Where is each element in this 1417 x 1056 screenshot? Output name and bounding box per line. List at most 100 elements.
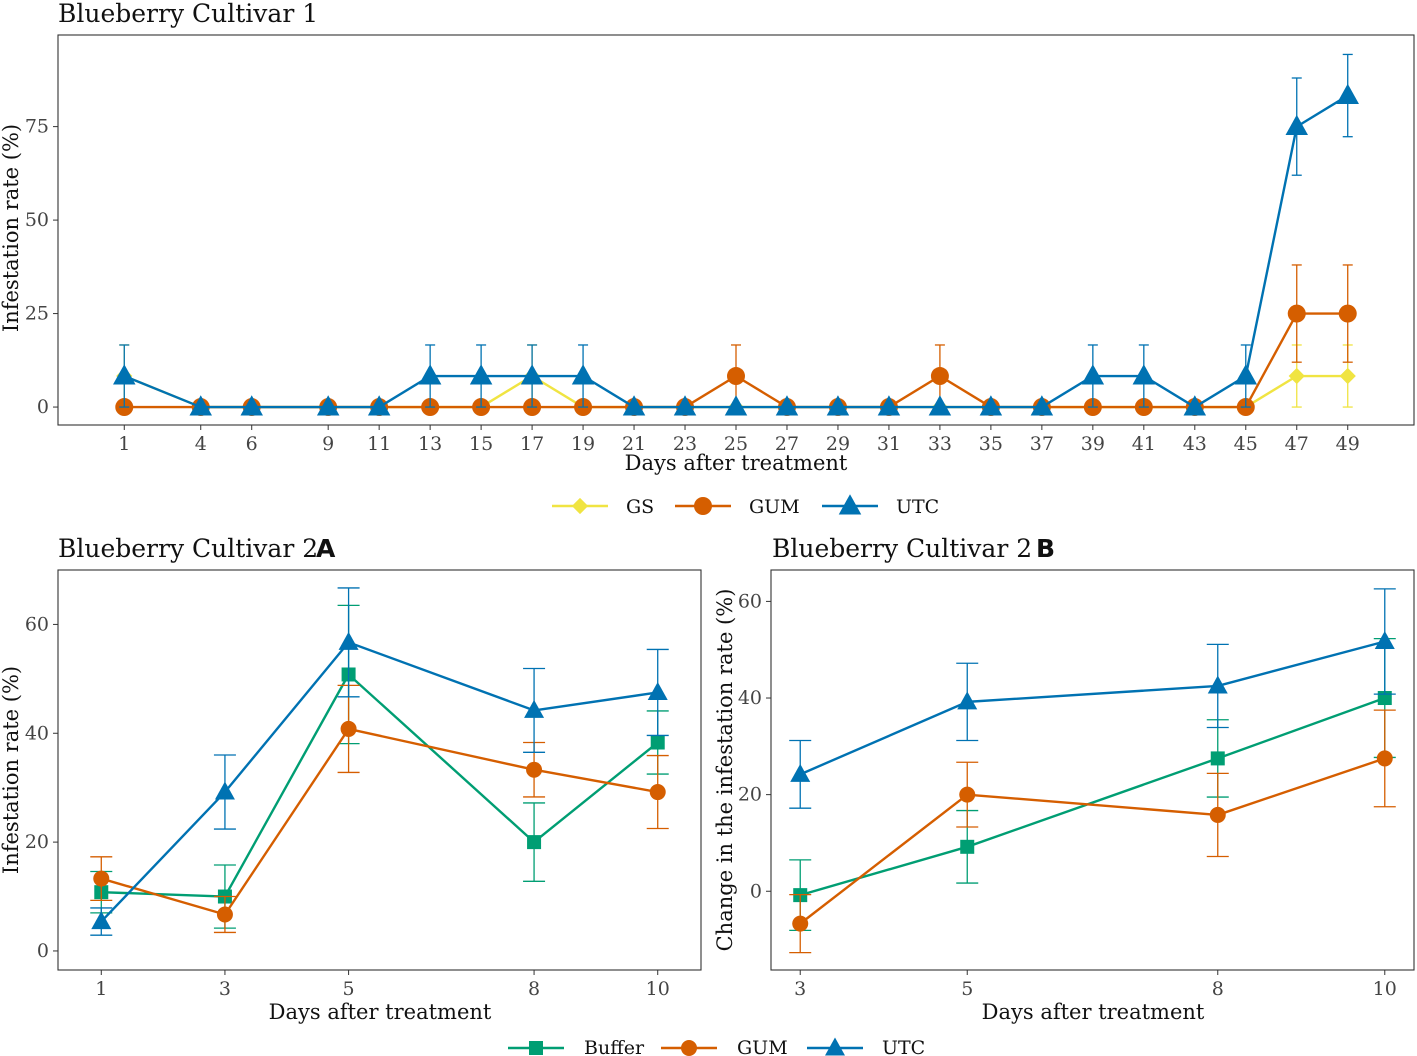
utc-point	[957, 691, 978, 710]
panel1-title: Blueberry Cultivar 1	[58, 0, 318, 28]
utc-point	[1081, 364, 1105, 385]
utc-point	[1132, 364, 1156, 385]
x-tick-label: 33	[928, 433, 952, 455]
panel1-x-axis-label: Days after treatment	[625, 451, 848, 475]
utc-point	[673, 395, 697, 416]
x-tick-label: 17	[520, 433, 544, 455]
utc-point	[214, 781, 235, 800]
x-tick-label: 1	[118, 433, 130, 455]
x-tick-label: 3	[794, 978, 806, 1000]
x-tick-label: 47	[1285, 433, 1309, 455]
x-tick-label: 10	[1373, 978, 1397, 1000]
y-tick-label: 25	[25, 303, 49, 325]
panel3-y-axis-label: Change in the infestation rate (%)	[713, 589, 737, 952]
x-tick-label: 35	[979, 433, 1003, 455]
y-tick-label: 0	[37, 396, 49, 418]
legend-key-marker	[825, 1037, 845, 1056]
legend-top-key-gs	[552, 497, 608, 515]
panel-1-plot: 0 25 50 75 1 4 6 9 11 13 15 17 19 21 23 25 27 29 31 33 35 37 3…	[25, 34, 1415, 455]
gum-point	[1376, 750, 1393, 767]
panel2-title: Blueberry Cultivar 2	[58, 534, 318, 563]
utc-point	[338, 631, 359, 650]
gum-point	[526, 761, 543, 778]
gs-point	[1339, 367, 1356, 385]
x-tick-label: 19	[571, 433, 595, 455]
y-tick-label: 0	[750, 880, 762, 902]
legend-bottom-label-buffer: Buffer	[584, 1037, 645, 1056]
series-gum	[90, 684, 669, 934]
gum-point	[216, 906, 233, 923]
legend-top-key-gum	[675, 497, 731, 515]
utc-point	[571, 364, 595, 385]
x-tick-label: 27	[775, 433, 799, 455]
legend-top-label-gum: GUM	[749, 496, 800, 518]
utc-point	[979, 395, 1003, 416]
y-tick-label: 60	[25, 613, 49, 635]
x-tick-label: 6	[246, 433, 258, 455]
panel2-tag: A	[316, 534, 336, 563]
utc-point	[524, 699, 545, 718]
utc-line	[100, 641, 658, 923]
utc-point	[1207, 675, 1228, 694]
gum-point	[93, 870, 110, 887]
utc-point	[647, 681, 668, 700]
y-tick-label: 50	[25, 209, 49, 231]
x-tick-label: 5	[343, 978, 355, 1000]
gum-point	[649, 784, 666, 801]
x-tick-label: 23	[673, 433, 697, 455]
utc-line	[799, 640, 1386, 776]
y-tick-label: 20	[25, 831, 49, 853]
legend-bottom-key-utc	[807, 1037, 863, 1056]
legend-bottom-key-buffer	[508, 1041, 564, 1055]
utc-point	[1183, 395, 1207, 416]
x-tick-label: 8	[1212, 978, 1224, 1000]
y-tick-label: 60	[738, 590, 762, 612]
buffer-point	[1210, 751, 1225, 766]
panel3-x-axis-label: Days after treatment	[982, 1000, 1205, 1024]
y-tick-label: 75	[25, 116, 49, 138]
y-tick-label: 20	[738, 784, 762, 806]
utc-point	[316, 395, 340, 416]
legend-bottom-key-gum	[661, 1040, 717, 1056]
x-tick-label: 9	[322, 433, 334, 455]
x-tick-label: 3	[219, 978, 231, 1000]
x-tick-label: 11	[367, 433, 391, 455]
utc-point	[724, 395, 748, 416]
x-tick-label: 5	[961, 978, 973, 1000]
panel-frame	[57, 569, 702, 971]
series-utc	[113, 53, 1359, 416]
utc-point	[775, 395, 799, 416]
utc-point	[367, 395, 391, 416]
gum-point	[959, 786, 976, 803]
x-tick-label: 43	[1183, 433, 1207, 455]
series-utc	[789, 588, 1396, 809]
panel-frame	[770, 569, 1415, 971]
x-tick-label: 10	[646, 978, 670, 1000]
legend-top-label-utc: UTC	[896, 496, 939, 518]
buffer-point	[527, 835, 542, 850]
x-tick-label: 39	[1081, 433, 1105, 455]
utc-point	[622, 395, 646, 416]
utc-point	[826, 395, 850, 416]
legend-bottom-label-utc: UTC	[882, 1037, 925, 1056]
legend-top-key-utc	[822, 494, 878, 515]
gum-point	[792, 915, 809, 932]
legend-key-marker	[838, 494, 862, 515]
gum-point	[1287, 304, 1306, 323]
gum-point	[1209, 806, 1226, 823]
legend-bottom-label-gum: GUM	[737, 1037, 788, 1056]
legend-key-marker	[571, 497, 589, 515]
panel2-x-axis-label: Days after treatment	[269, 1000, 492, 1024]
utc-point	[240, 395, 263, 416]
buffer-point	[960, 839, 975, 854]
y-tick-label: 40	[738, 687, 762, 709]
buffer-point	[650, 735, 665, 750]
utc-point	[520, 364, 544, 385]
x-tick-label: 1	[95, 978, 107, 1000]
x-tick-label: 15	[469, 433, 493, 455]
legend-key-marker	[681, 1040, 697, 1056]
y-tick-label: 0	[37, 940, 49, 962]
utc-point	[1374, 630, 1395, 649]
utc-point	[469, 364, 493, 385]
